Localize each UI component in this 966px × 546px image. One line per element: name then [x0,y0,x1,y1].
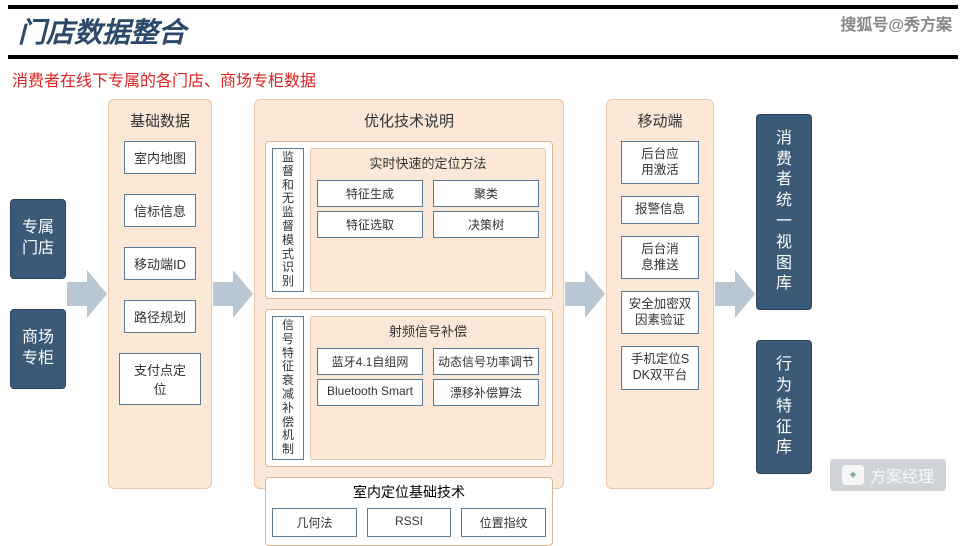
watermark-top: 搜狐号@秀方案 [840,11,952,35]
mobile-item-1: 报警信息 [621,196,699,224]
mobile-item-3: 安全加密双因素验证 [621,291,699,334]
source-mall-counter: 商场专柜 [10,309,66,389]
base-tech-block: 室内定位基础技术 几何法 RSSI 位置指纹 [265,477,553,546]
opt-group-1-side: 监督和无监督模式识别 [272,148,304,292]
opt-cell: Bluetooth Smart [317,379,423,406]
outputs-column: 消费者统一视图库 行为特征库 [756,99,812,489]
basic-data-title: 基础数据 [130,108,190,141]
watermark-bottom: ✦ 方案经理 [830,459,946,491]
basic-data-items: 室内地图信标信息移动端ID 路径规划支付点定位 [119,141,201,405]
sources-column: 专属门店 商场专柜 [10,99,66,489]
mobile-title: 移动端 [637,108,682,141]
arrow-1 [66,264,108,324]
basic-item-2: 移动端ID [124,247,196,280]
arrow-4 [714,264,756,324]
basic-item-0: 室内地图 [124,141,196,174]
base-tech-item: RSSI [367,508,452,537]
mobile-items: 后台应用激活报警信息后台消息推送安全加密双因素验证手机定位SDK双平台 [621,141,699,390]
opt-cell: 漂移补偿算法 [433,379,539,406]
optimization-title: 优化技术说明 [364,108,454,141]
opt-g2-heading: 射频信号补偿 [317,321,539,344]
mobile-item-2: 后台消息推送 [621,236,699,279]
optimization-column: 优化技术说明 监督和无监督模式识别 实时快速的定位方法 特征生成聚类特征选取决策… [254,99,564,489]
opt-group-2-content: 射频信号补偿 蓝牙4.1自组网动态信号功率调节 Bluetooth Smart 漂移… [310,316,546,460]
opt-g1-heading: 实时快速的定位方法 [317,153,539,176]
opt-group-2-side: 信号特征衰减补偿机制 [272,316,304,460]
title-bar: 门店数据整合 [8,5,958,59]
base-tech-heading: 室内定位基础技术 [272,482,546,508]
opt-group-2: 信号特征衰减补偿机制 射频信号补偿 蓝牙4.1自组网动态信号功率调节 Blueto… [265,309,553,467]
arrow-3 [564,264,606,324]
source-exclusive-store: 专属门店 [10,199,66,279]
arrow-2 [212,264,254,324]
opt-cell: 特征生成 [317,180,423,207]
opt-group-1-content: 实时快速的定位方法 特征生成聚类特征选取决策树 [310,148,546,292]
basic-item-1: 信标信息 [124,194,196,227]
flow-diagram: 专属门店 商场专柜 基础数据 室内地图信标信息移动端ID 路径规划支付点定位 优化… [0,99,966,489]
opt-cell: 决策树 [433,211,539,238]
base-tech-item: 位置指纹 [461,508,546,537]
output-consumer-db: 消费者统一视图库 [756,114,812,310]
page-title: 门店数据整合 [18,11,948,51]
opt-group-1: 监督和无监督模式识别 实时快速的定位方法 特征生成聚类特征选取决策树 [265,141,553,299]
basic-data-column: 基础数据 室内地图信标信息移动端ID 路径规划支付点定位 [108,99,212,489]
basic-item-3: 路径规划 [124,300,196,333]
output-behavior-db: 行为特征库 [756,340,812,474]
wechat-icon: ✦ [842,465,864,485]
mobile-item-0: 后台应用激活 [621,141,699,184]
basic-item-4: 支付点定位 [119,353,201,405]
opt-cell: 特征选取 [317,211,423,238]
opt-cell: 动态信号功率调节 [433,348,539,375]
page-subtitle: 消费者在线下专属的各门店、商场专柜数据 [0,65,966,99]
mobile-column: 移动端 后台应用激活报警信息后台消息推送安全加密双因素验证手机定位SDK双平台 [606,99,714,489]
mobile-item-4: 手机定位SDK双平台 [621,346,699,389]
opt-cell: 蓝牙4.1自组网 [317,348,423,375]
base-tech-item: 几何法 [272,508,357,537]
opt-cell: 聚类 [433,180,539,207]
